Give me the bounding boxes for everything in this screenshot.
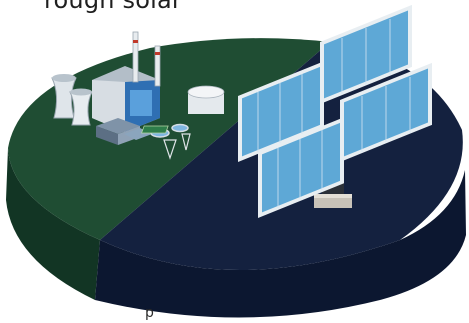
- pie-slice-conventional: [8, 38, 330, 241]
- power-plant-icon: [51, 31, 225, 160]
- bottom-text-fragment: p: [145, 305, 154, 321]
- pie-side-conventional: [6, 148, 100, 300]
- pie-side-solar: [95, 170, 466, 318]
- headline-fragment: rough solar: [44, 0, 182, 14]
- solar-panel-icon: [238, 4, 432, 218]
